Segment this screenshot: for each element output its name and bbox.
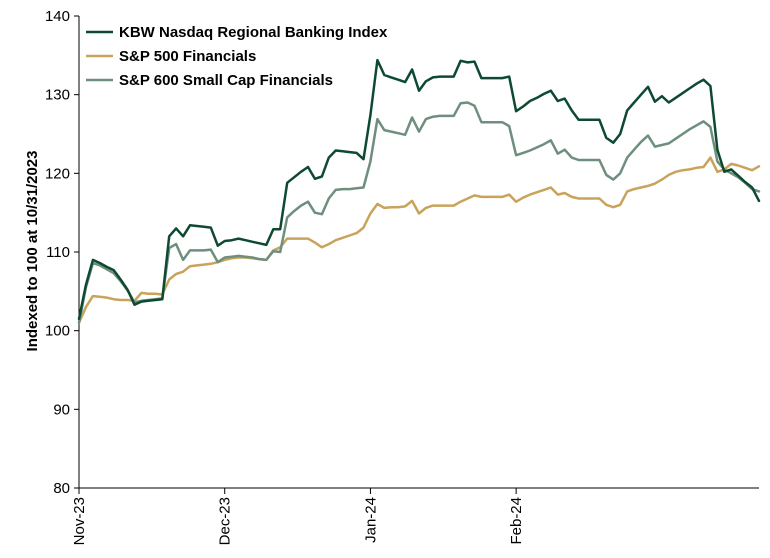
series-line-2 bbox=[77, 101, 761, 325]
x-tick-label: Jan-24 bbox=[362, 497, 379, 543]
legend-label: S&P 500 Financials bbox=[119, 48, 256, 65]
x-tick-label: Feb-24 bbox=[508, 497, 525, 545]
y-tick-label: 110 bbox=[46, 244, 70, 261]
y-tick-label: 120 bbox=[45, 165, 70, 182]
y-tick-label: 90 bbox=[53, 401, 70, 418]
legend-label: S&P 600 Small Cap Financials bbox=[119, 72, 333, 89]
x-axis-ticks: Nov-23 Dec-23 Jan-24 Feb-24 bbox=[71, 488, 525, 545]
x-tick-label: Nov-23 bbox=[71, 497, 88, 545]
chart-legend: KBW Nasdaq Regional Banking Index S&P 500… bbox=[86, 24, 388, 89]
legend-label: KBW Nasdaq Regional Banking Index bbox=[119, 24, 388, 41]
x-tick-label: Dec-23 bbox=[217, 497, 234, 545]
y-tick-label: 140 bbox=[45, 8, 70, 25]
y-tick-label: 80 bbox=[53, 480, 70, 497]
y-tick-label: 100 bbox=[45, 323, 70, 340]
y-axis-ticks: 80 90 100 110 120 130 140 bbox=[45, 8, 79, 497]
series-line-0 bbox=[77, 58, 761, 321]
y-tick-label: 130 bbox=[45, 87, 70, 104]
series-lines bbox=[77, 58, 761, 325]
series-line-1 bbox=[77, 156, 761, 325]
y-axis-title: Indexed to 100 at 10/31/2023 bbox=[24, 151, 41, 352]
